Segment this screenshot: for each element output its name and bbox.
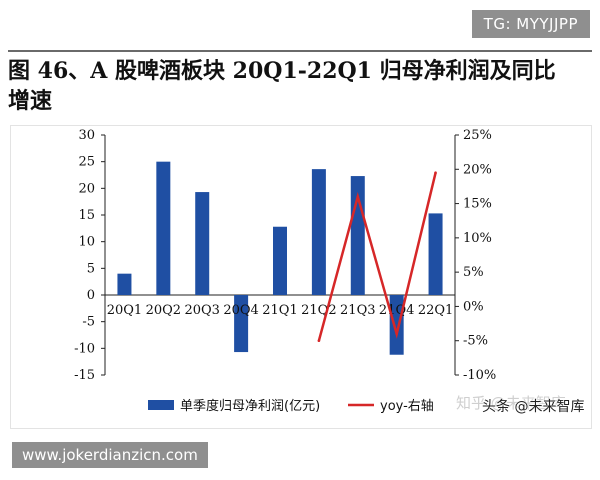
category-label: 20Q4: [223, 303, 258, 318]
left-tick-label: 15: [78, 208, 95, 223]
yoy-point: [395, 332, 398, 336]
right-tick-label: 5%: [463, 265, 484, 280]
watermark: 头条 @未来智库: [482, 399, 585, 415]
legend-line-label: yoy-右轴: [380, 399, 434, 414]
category-label: 21Q1: [262, 303, 297, 318]
bar-22Q1: [428, 213, 443, 295]
right-tick-label: -5%: [463, 334, 488, 349]
right-tick-label: -10%: [463, 368, 496, 383]
watermark-tag: TG: MYYJJPP: [471, 10, 590, 38]
right-tick-label: 20%: [463, 162, 492, 177]
category-label: 21Q3: [340, 303, 375, 318]
right-tick-label: 10%: [463, 231, 492, 246]
left-tick-label: 20: [78, 181, 95, 196]
chart-title: 图 46、A 股啤酒板块 20Q1-22Q1 归母净利润及同比增速: [8, 58, 556, 114]
left-tick-label: 25: [78, 155, 95, 170]
bar-21Q4: [389, 295, 404, 355]
right-tick-label: 15%: [463, 197, 492, 212]
category-label: 20Q2: [146, 303, 181, 318]
left-tick-label: 0: [87, 288, 95, 303]
category-label: 20Q1: [107, 303, 142, 318]
bar-21Q2: [311, 169, 326, 295]
title-rule: [8, 50, 592, 52]
category-label: 22Q1: [418, 303, 453, 318]
category-label: 20Q3: [184, 303, 219, 318]
left-tick-label: 30: [78, 128, 95, 143]
bar-20Q2: [156, 161, 171, 295]
watermark-faint: 知乎 @未来智库: [456, 394, 566, 412]
yoy-point: [317, 339, 321, 343]
bar-21Q1: [273, 226, 287, 295]
right-tick-label: 0%: [463, 299, 484, 314]
chart-panel: [10, 125, 592, 429]
category-label: 21Q2: [301, 303, 336, 318]
bar-20Q3: [195, 192, 210, 295]
left-tick-label: -10: [74, 341, 95, 356]
legend-bar-swatch: [148, 400, 174, 410]
left-tick-label: -15: [74, 368, 95, 383]
left-tick-label: 5: [87, 261, 95, 276]
site-url: www.jokerdianzicn.com: [12, 442, 208, 468]
yoy-point: [356, 195, 360, 199]
category-label: 21Q4: [379, 303, 414, 318]
left-tick-label: -5: [82, 315, 95, 330]
yoy-line: [317, 172, 437, 342]
left-tick-label: 10: [78, 235, 95, 250]
bar-20Q4: [234, 295, 249, 353]
legend-bar-label: 单季度归母净利润(亿元): [180, 398, 320, 414]
yoy-point: [434, 171, 437, 175]
bar-20Q1: [117, 273, 132, 295]
right-tick-label: 25%: [463, 128, 492, 143]
